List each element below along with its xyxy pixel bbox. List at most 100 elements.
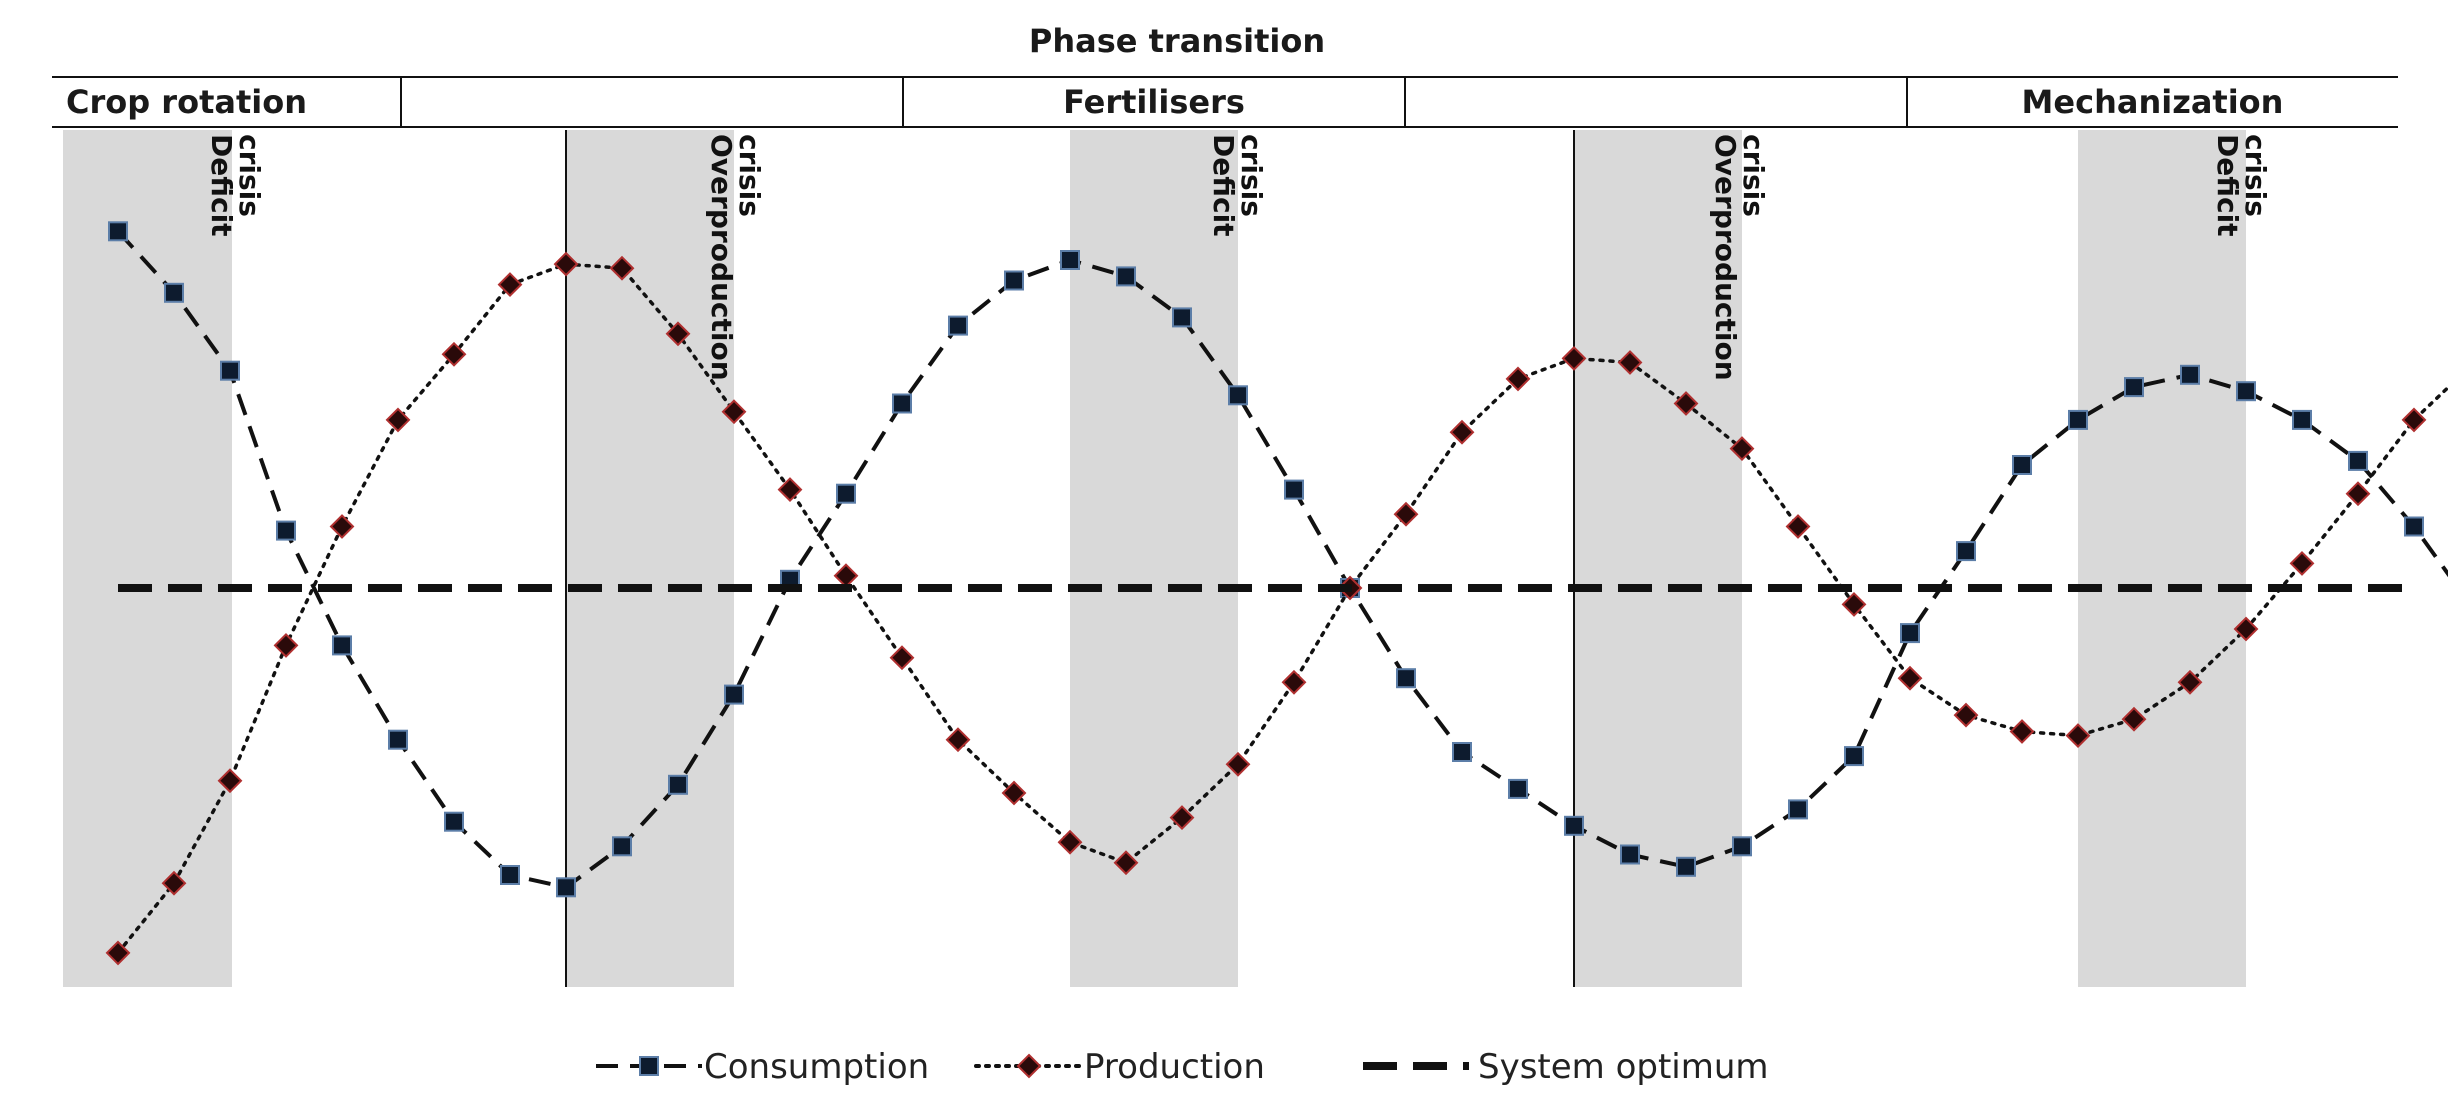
data-point (1116, 266, 1136, 287)
data-point (2121, 706, 2147, 732)
data-point (892, 393, 912, 414)
data-point (2180, 364, 2200, 385)
data-point (1676, 856, 1696, 877)
data-point (1844, 746, 1864, 767)
data-point (329, 514, 355, 539)
data-point (217, 768, 243, 794)
data-point (273, 632, 299, 658)
data-point (1281, 669, 1307, 695)
phase-label: Crop rotation (66, 83, 307, 121)
data-point (1956, 541, 1976, 562)
crisis-label-line: Deficit (1207, 134, 1240, 237)
data-point (1228, 385, 1248, 406)
data-point (441, 341, 467, 367)
data-point (2289, 550, 2315, 576)
data-point (945, 727, 971, 753)
data-point (1732, 836, 1752, 857)
crisis-band (566, 130, 734, 987)
legend-label: Production (1084, 1047, 1265, 1087)
data-point (1172, 307, 1192, 328)
data-point (1057, 829, 1083, 855)
series (105, 221, 2448, 966)
data-point (1788, 799, 1808, 820)
data-point (220, 360, 240, 381)
crisis-label-line: crisis (233, 134, 266, 217)
crisis-label-line: crisis (2239, 134, 2272, 217)
data-point (1785, 514, 1811, 539)
crisis-label-line: crisis (1737, 134, 1770, 217)
data-point (1841, 591, 1867, 617)
data-point (444, 811, 464, 832)
data-point (388, 729, 408, 750)
data-point (1953, 702, 1979, 728)
data-point (1169, 805, 1195, 831)
data-point (385, 407, 411, 433)
data-point (1060, 250, 1080, 270)
crisis-band (1070, 130, 1238, 987)
phase-label: Fertilisers (1063, 83, 1245, 121)
data-point (724, 684, 744, 705)
crisis-label-line: crisis (733, 134, 766, 217)
data-point (2233, 616, 2259, 642)
data-point (105, 940, 131, 966)
data-point (1673, 391, 1699, 416)
data-point (2124, 377, 2144, 398)
data-point (1004, 270, 1024, 291)
phase-row: Crop rotation Fertilisers Mechanization (52, 76, 2398, 128)
crisis-band (1574, 130, 1742, 987)
data-point (1396, 668, 1416, 689)
data-point (553, 251, 579, 277)
crisis-label-line: Overproduction (705, 134, 738, 381)
legend-label: Consumption (704, 1047, 929, 1087)
data-point (1617, 350, 1643, 375)
data-point (1001, 780, 1027, 806)
legend-item: System optimum (1363, 1047, 1769, 1087)
data-point (2012, 455, 2032, 475)
legend-marker (639, 1056, 659, 1076)
data-point (1452, 742, 1472, 762)
data-point (948, 315, 968, 336)
crisis-bands (63, 130, 2246, 987)
data-point (1449, 419, 1475, 445)
series-consumption (108, 221, 2448, 898)
data-point (1508, 778, 1528, 799)
data-point (2345, 481, 2371, 507)
data-point (1225, 751, 1251, 777)
data-point (2401, 407, 2427, 433)
legend-item: Consumption (596, 1047, 929, 1087)
data-point (1620, 844, 1640, 865)
legend: Consumption Production System optimum (596, 1047, 1769, 1087)
data-point (1505, 366, 1531, 392)
data-point (889, 645, 915, 671)
data-point (2065, 723, 2091, 749)
data-point (1897, 665, 1923, 691)
data-point (161, 870, 187, 896)
crisis-band (63, 130, 232, 987)
data-point (2009, 719, 2035, 744)
data-point (1900, 623, 1920, 644)
data-point (668, 774, 688, 795)
data-point (665, 321, 691, 347)
data-point (276, 520, 296, 541)
data-point (1729, 436, 1755, 462)
data-point (833, 563, 859, 589)
data-point (2404, 516, 2424, 537)
data-point (609, 255, 635, 281)
data-point (1561, 345, 1587, 371)
data-point (721, 399, 747, 425)
data-point (108, 221, 128, 242)
data-point (777, 477, 803, 503)
legend-marker (1016, 1053, 1042, 1079)
legend-label: System optimum (1478, 1047, 1769, 1087)
data-point (1284, 479, 1304, 500)
phase-label: Mechanization (2022, 83, 2284, 121)
data-point (1113, 850, 1139, 876)
data-point (612, 836, 632, 857)
crisis-band (2078, 130, 2246, 987)
data-point (2236, 381, 2256, 402)
